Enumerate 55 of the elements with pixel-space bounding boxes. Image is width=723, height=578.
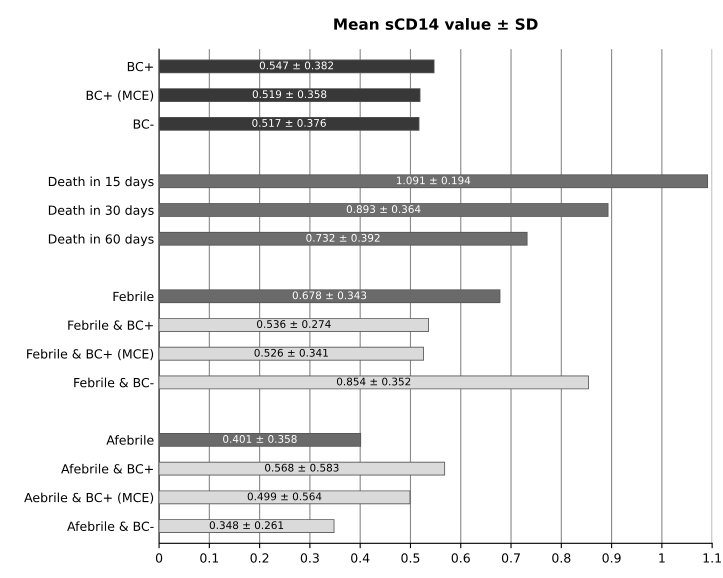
x-tick-label: 1.1 [704,553,721,563]
y-tick-label: Afebrile [106,435,154,445]
data-label: 0.499 ± 0.564 [248,492,322,500]
data-label: 0.732 ± 0.392 [306,234,380,242]
bar [159,174,708,188]
y-tick-label: Death in 60 days [48,234,154,246]
y-tick-label: Febrile & BC- [74,378,154,388]
x-tick-label: 0 [156,553,162,563]
x-tick-label: 0.5 [401,553,420,563]
data-label: 0.401 ± 0.358 [223,435,297,443]
x-tick-label: 0.8 [552,553,570,563]
y-tick-label: Febrile & BC+ [68,320,153,330]
data-label: 0.854 ± 0.352 [336,378,410,386]
data-label: 0.678 ± 0.343 [292,291,366,300]
y-tick-label: BC- [134,119,154,129]
y-tick-label: Afebrile & BC+ [61,464,153,474]
bar [159,116,420,131]
data-label: 0.536 ± 0.274 [257,320,331,328]
y-tick-label: Afebrile & BC- [67,521,154,532]
data-label: 0.348 ± 0.261 [210,521,284,530]
bar [159,433,362,447]
y-tick-label: Death in 15 days [48,176,154,189]
y-tick-label: Death in 30 days [48,205,154,218]
data-label: 0.893 ± 0.364 [346,205,420,214]
x-tick-label: 0.6 [452,553,470,563]
bar [159,88,420,102]
x-tick-label: 0.2 [250,553,268,563]
y-tick-label: Aebrile & BC+ (MCE) [24,492,154,504]
data-label: 0.568 ± 0.583 [265,464,339,472]
x-tick-label: 0.3 [300,553,319,563]
bar [159,519,334,533]
x-tick-label: 0.4 [351,553,370,563]
bar [159,232,528,246]
bar [159,462,446,476]
bar [159,289,500,304]
data-label: 1.091 ± 0.194 [396,176,470,184]
bar [159,203,608,217]
chart-title: Mean sCD14 value ± SD [334,18,538,30]
y-tick-label: BC+ [128,62,153,72]
x-tick-label: 0.7 [502,553,520,563]
data-label: 0.519 ± 0.358 [252,90,326,98]
data-label: 0.517 ± 0.376 [252,118,326,127]
bar [159,376,589,390]
x-tick-label: 1 [659,553,665,563]
bar [159,59,435,74]
x-tick-label: 0.1 [200,553,218,563]
data-label: 0.526 ± 0.341 [254,348,328,357]
x-tick-label: 0.9 [602,553,621,563]
bar [159,318,429,332]
y-tick-label: Febrile [114,291,154,302]
y-tick-label: BC+ (MCE) [86,90,154,102]
bar [159,490,410,504]
bar [159,346,424,361]
data-label: 0.547 ± 0.382 [260,62,334,70]
y-tick-label: Febrile & BC+ (MCE) [27,348,154,360]
